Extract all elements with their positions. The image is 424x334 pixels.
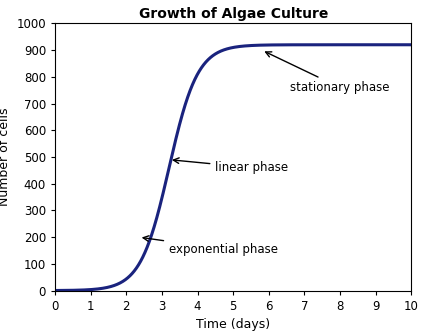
Text: linear phase: linear phase xyxy=(173,158,288,174)
X-axis label: Time (days): Time (days) xyxy=(196,318,270,331)
Text: stationary phase: stationary phase xyxy=(265,52,390,94)
Y-axis label: Number of cells: Number of cells xyxy=(0,108,11,206)
Text: exponential phase: exponential phase xyxy=(143,236,278,256)
Title: Growth of Algae Culture: Growth of Algae Culture xyxy=(139,7,328,21)
